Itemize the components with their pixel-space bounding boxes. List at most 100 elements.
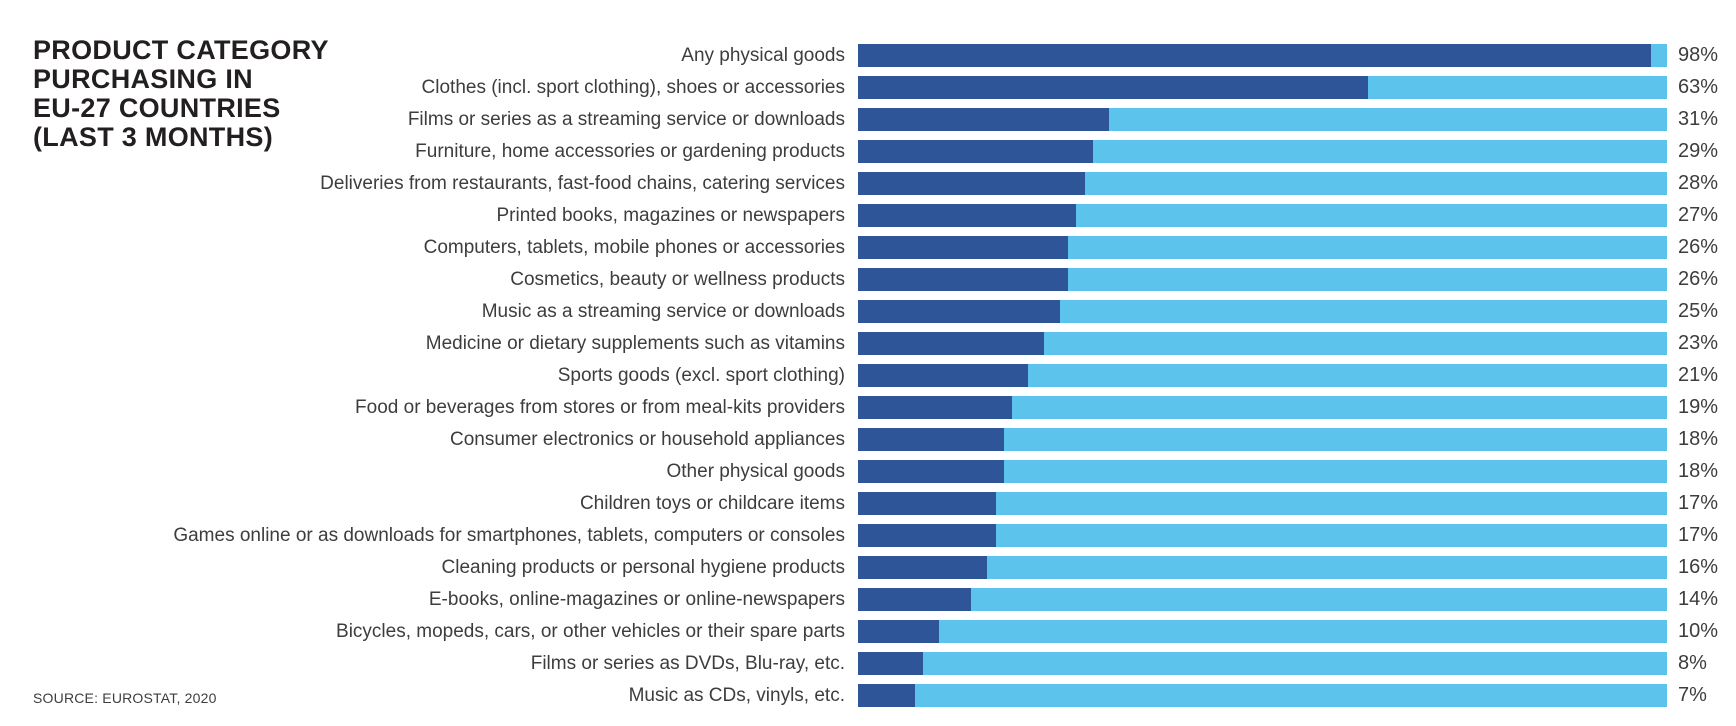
value-label: 14% (1678, 588, 1719, 610)
value-label: 17% (1678, 492, 1719, 514)
value-label: 8% (1678, 652, 1707, 674)
value-label: 18% (1678, 428, 1719, 450)
chart-row: Music as CDs, vinyls, etc. 7% (0, 684, 1736, 707)
bar-rows: Any physical goods 98% Clothes (incl. spor… (0, 44, 1736, 707)
row-label: Children toys or childcare items (579, 493, 845, 514)
bar-track (858, 204, 1667, 227)
bar-track (858, 364, 1667, 387)
bar-track (858, 236, 1667, 259)
chart-row: Cosmetics, beauty or wellness products 26… (0, 268, 1736, 291)
bar-track (858, 172, 1667, 195)
chart-row: Other physical goods 18% (0, 460, 1736, 483)
row-label: Music as a streaming service or download… (481, 301, 845, 322)
value-label: 28% (1678, 172, 1719, 194)
chart-row: Bicycles, mopeds, cars, or other vehicle… (0, 620, 1736, 643)
bar-track (858, 332, 1667, 355)
chart-title: PRODUCT CATEGORY PURCHASING IN EU-27 COU… (33, 35, 329, 152)
chart-row: Clothes (incl. sport clothing), shoes or… (0, 76, 1736, 99)
bar-fill (858, 684, 915, 707)
value-label: 10% (1678, 620, 1719, 642)
bar-fill (858, 108, 1109, 131)
bar-track (858, 684, 1667, 707)
bar-fill (858, 76, 1368, 99)
value-label: 7% (1678, 684, 1707, 706)
bar-track (858, 556, 1667, 579)
chart-row: Computers, tablets, mobile phones or acc… (0, 236, 1736, 259)
bar-track (858, 620, 1667, 643)
bar-track (858, 268, 1667, 291)
value-label: 27% (1678, 204, 1719, 226)
row-label: Films or series as a streaming service o… (407, 109, 845, 130)
row-label: Printed books, magazines or newspapers (496, 205, 845, 226)
value-label: 23% (1678, 332, 1719, 354)
bar-fill (858, 588, 972, 611)
value-label: 31% (1678, 108, 1719, 130)
bar-fill (858, 460, 1004, 483)
row-label: Food or beverages from stores or from me… (355, 397, 845, 418)
bar-track (858, 460, 1667, 483)
chart-row: Furniture, home accessories or gardening… (0, 140, 1736, 163)
chart-row: Cleaning products or personal hygiene pr… (0, 556, 1736, 579)
bar-fill (858, 44, 1651, 67)
chart-row: Medicine or dietary supplements such as … (0, 332, 1736, 355)
bar-track (858, 524, 1667, 547)
value-label: 17% (1678, 524, 1719, 546)
row-label: Cleaning products or personal hygiene pr… (441, 557, 845, 578)
row-label: Consumer electronics or household applia… (449, 429, 845, 450)
row-label: Games online or as downloads for smartph… (173, 525, 845, 546)
chart-row: Games online or as downloads for smartph… (0, 524, 1736, 547)
value-label: 98% (1678, 44, 1719, 66)
bar-track (858, 492, 1667, 515)
row-label: Furniture, home accessories or gardening… (415, 141, 845, 162)
chart-row: Deliveries from restaurants, fast-food c… (0, 172, 1736, 195)
bar-track (858, 76, 1667, 99)
row-label: Deliveries from restaurants, fast-food c… (320, 173, 845, 194)
value-label: 21% (1678, 364, 1719, 386)
bar-track (858, 588, 1667, 611)
bar-fill (858, 620, 939, 643)
bar-fill (858, 364, 1028, 387)
chart-row: Films or series as a streaming service o… (0, 108, 1736, 131)
row-label: Other physical goods (666, 461, 846, 482)
source-note: SOURCE: EUROSTAT, 2020 (33, 690, 217, 706)
bar-track (858, 140, 1667, 163)
bar-fill (858, 652, 923, 675)
bar-fill (858, 204, 1077, 227)
bar-track (858, 652, 1667, 675)
bar-fill (858, 140, 1093, 163)
bar-fill (858, 332, 1045, 355)
row-label: Music as CDs, vinyls, etc. (628, 685, 845, 706)
chart-row: Consumer electronics or household applia… (0, 428, 1736, 451)
bar-track (858, 108, 1667, 131)
chart-row: E-books, online-magazines or online-news… (0, 588, 1736, 611)
chart-row: Printed books, magazines or newspapers 27… (0, 204, 1736, 227)
value-label: 19% (1678, 396, 1719, 418)
chart-row: Sports goods (excl. sport clothing) 21% (0, 364, 1736, 387)
bar-track (858, 44, 1667, 67)
value-label: 29% (1678, 140, 1719, 162)
value-label: 63% (1678, 76, 1719, 98)
row-label: Films or series as DVDs, Blu-ray, etc. (530, 653, 845, 674)
bar-track (858, 300, 1667, 323)
chart-row: Music as a streaming service or download… (0, 300, 1736, 323)
row-label: Computers, tablets, mobile phones or acc… (423, 237, 845, 258)
row-label: Clothes (incl. sport clothing), shoes or… (421, 77, 845, 98)
bar-fill (858, 428, 1004, 451)
bar-fill (858, 396, 1012, 419)
bar-fill (858, 172, 1085, 195)
value-label: 16% (1678, 556, 1719, 578)
row-label: Medicine or dietary supplements such as … (425, 333, 845, 354)
bar-fill (858, 524, 996, 547)
chart-row: Films or series as DVDs, Blu-ray, etc. 8% (0, 652, 1736, 675)
bar-fill (858, 492, 996, 515)
row-label: Bicycles, mopeds, cars, or other vehicle… (336, 621, 845, 642)
row-label: E-books, online-magazines or online-news… (428, 589, 845, 610)
chart-row: Any physical goods 98% (0, 44, 1736, 67)
row-label: Cosmetics, beauty or wellness products (510, 269, 845, 290)
row-label: Sports goods (excl. sport clothing) (557, 365, 845, 386)
value-label: 18% (1678, 460, 1719, 482)
value-label: 26% (1678, 268, 1719, 290)
value-label: 26% (1678, 236, 1719, 258)
bar-fill (858, 268, 1069, 291)
